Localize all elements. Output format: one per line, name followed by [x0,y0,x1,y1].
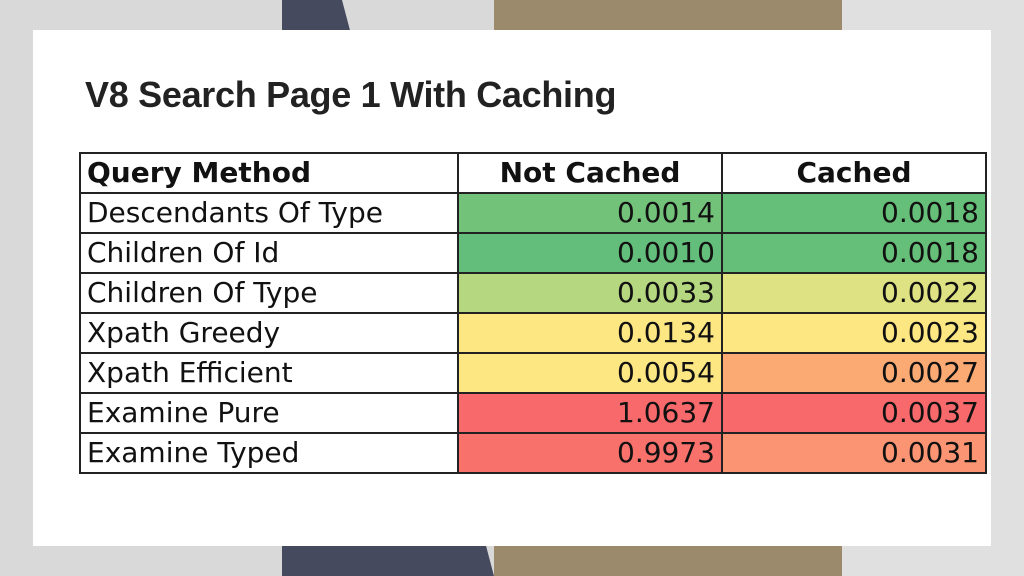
cell-not-cached: 0.0010 [457,232,723,274]
cell-not-cached: 0.0054 [457,352,723,394]
table-body: Descendants Of Type 0.0014 0.0018 Children … [79,192,987,474]
cell-cached: 0.0027 [721,352,987,394]
cell-query-method: Examine Pure [79,392,459,434]
cell-query-method: Children Of Type [79,272,459,314]
cell-not-cached: 0.0033 [457,272,723,314]
table-header-row: Query Method Not Cached Cached [79,152,987,194]
table-row: Xpath Efficient 0.0054 0.0027 [79,352,987,394]
table-row: Children Of Id 0.0010 0.0018 [79,232,987,274]
cell-cached: 0.0037 [721,392,987,434]
slide-title: V8 Search Page 1 With Caching [85,74,617,115]
cell-query-method: Xpath Greedy [79,312,459,354]
table-row: Examine Pure 1.0637 0.0037 [79,392,987,434]
cell-not-cached: 0.9973 [457,432,723,474]
cell-cached: 0.0018 [721,192,987,234]
header-cached: Cached [721,152,987,194]
table-row: Children Of Type 0.0033 0.0022 [79,272,987,314]
cell-cached: 0.0023 [721,312,987,354]
header-not-cached: Not Cached [457,152,723,194]
header-query-method: Query Method [79,152,459,194]
cell-cached: 0.0031 [721,432,987,474]
cell-cached: 0.0018 [721,232,987,274]
cell-not-cached: 0.0134 [457,312,723,354]
cell-query-method: Examine Typed [79,432,459,474]
cell-query-method: Descendants Of Type [79,192,459,234]
cell-cached: 0.0022 [721,272,987,314]
cell-query-method: Children Of Id [79,232,459,274]
table-row: Examine Typed 0.9973 0.0031 [79,432,987,474]
slide-card: V8 Search Page 1 With Caching Query Meth… [33,30,991,546]
table-row: Descendants Of Type 0.0014 0.0018 [79,192,987,234]
results-table: Query Method Not Cached Cached Descendan… [79,152,987,474]
cell-query-method: Xpath Efficient [79,352,459,394]
cell-not-cached: 0.0014 [457,192,723,234]
cell-not-cached: 1.0637 [457,392,723,434]
table-row: Xpath Greedy 0.0134 0.0023 [79,312,987,354]
